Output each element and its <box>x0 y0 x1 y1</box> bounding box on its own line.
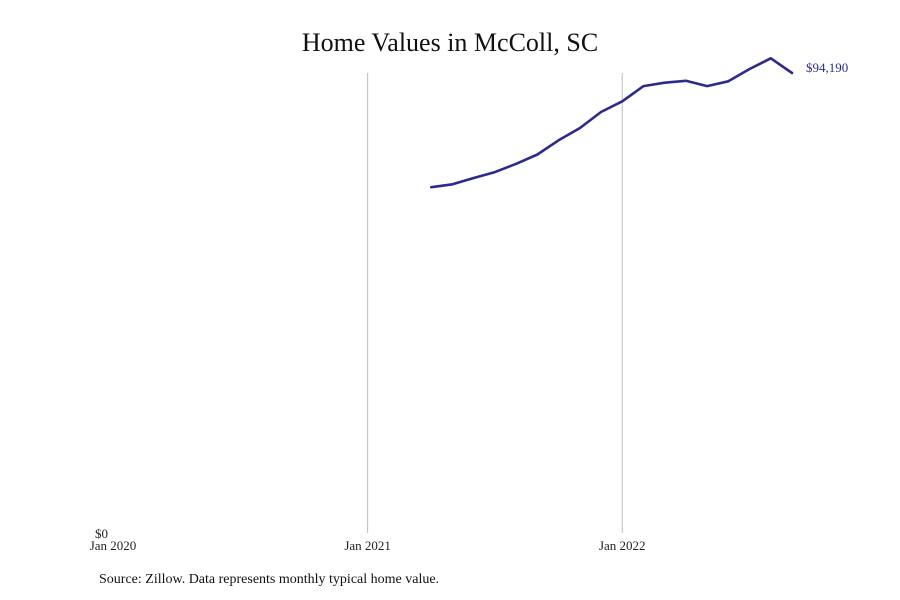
x-tick-label: Jan 2022 <box>599 538 646 553</box>
x-tick-label: Jan 2021 <box>344 538 391 553</box>
end-labels: $94,190 <box>806 60 848 75</box>
y-tick-label: $0 <box>95 526 108 541</box>
series-lines <box>429 56 794 189</box>
y-axis-ticks: $0 <box>95 526 108 541</box>
end-value-label: $94,190 <box>806 60 848 75</box>
x-axis-ticks: Jan 2020 Jan 2021 Jan 2022 <box>90 538 646 553</box>
series-line-0 <box>429 56 794 189</box>
chart-title: Home Values in McColl, SC <box>301 28 599 57</box>
x-tick-label: Jan 2020 <box>90 538 137 553</box>
source-note: Source: Zillow. Data represents monthly … <box>99 572 440 587</box>
gridlines <box>367 73 623 533</box>
